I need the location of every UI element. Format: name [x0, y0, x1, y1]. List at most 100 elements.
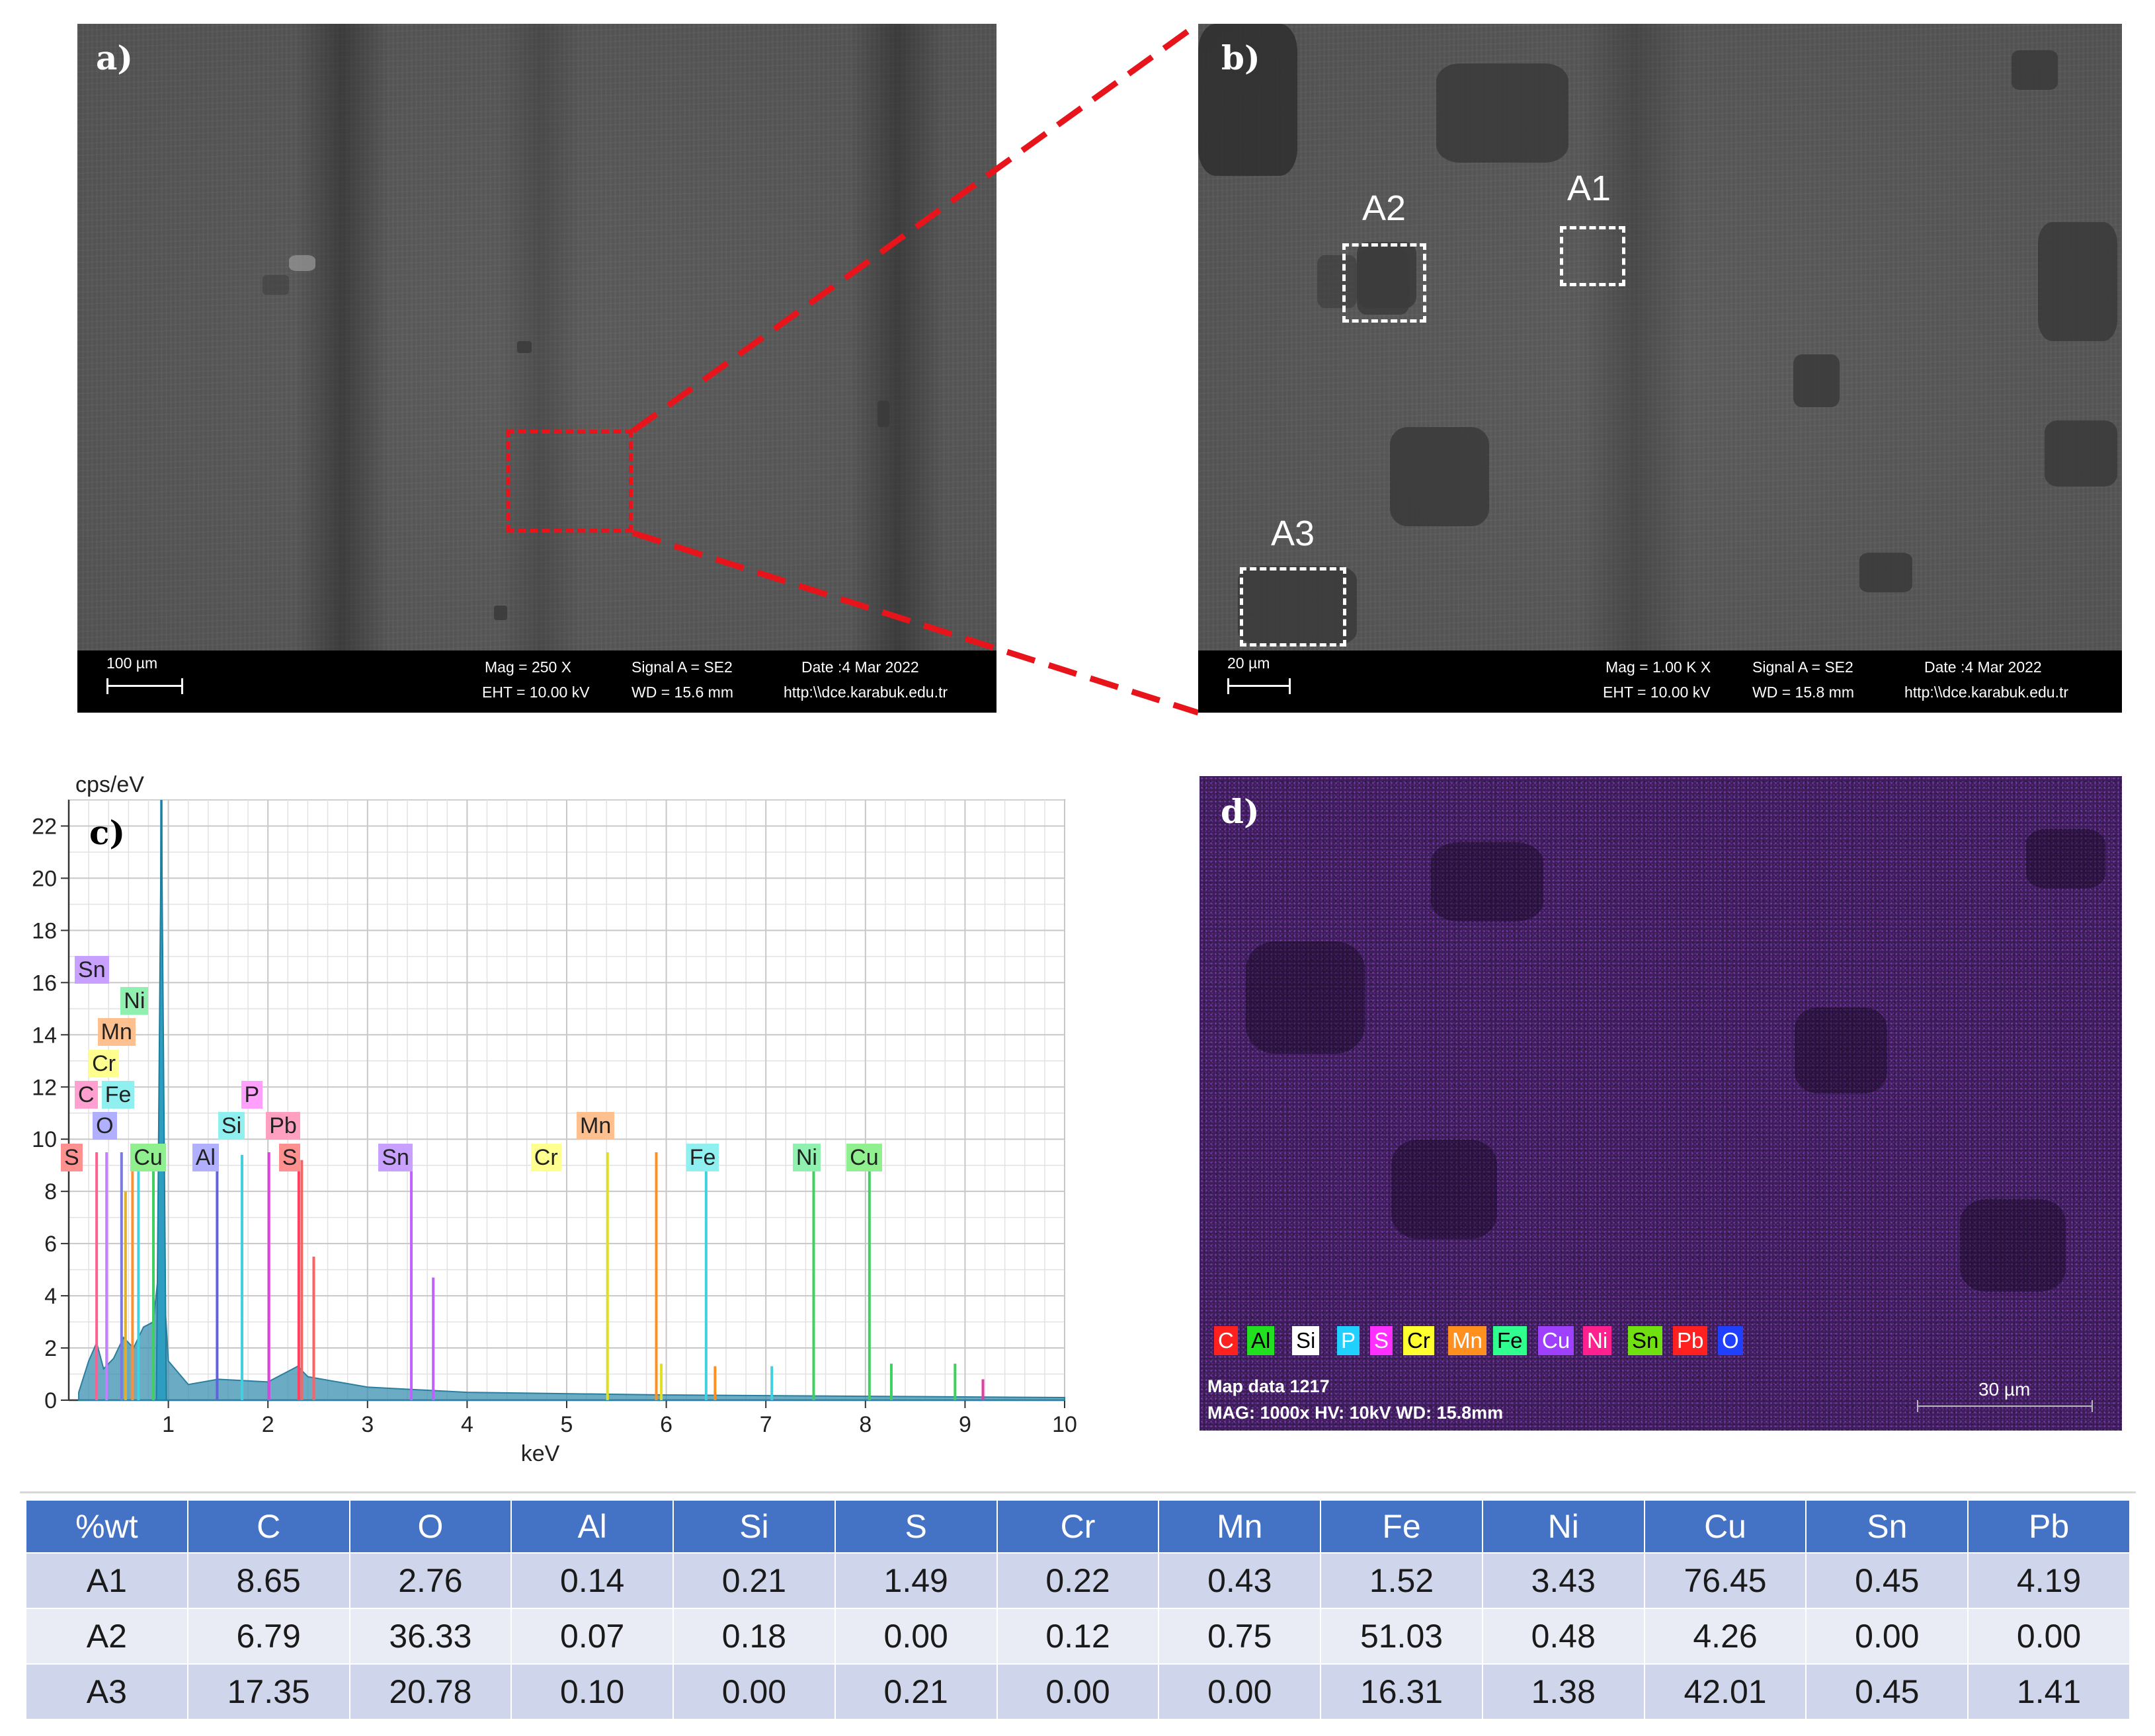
region-label-a1: A1 [1567, 169, 1611, 208]
table-cell: 17.35 [186, 1663, 350, 1720]
x-tick-label: 8 [859, 1412, 872, 1437]
region-label-a2: A2 [1362, 188, 1406, 228]
panel-label-c: c) [89, 813, 126, 852]
x-tick-label: 5 [561, 1412, 573, 1437]
oxide-patch [1793, 354, 1840, 407]
map-info: MAG: 1000x HV: 10kV WD: 15.8mm [1207, 1403, 1504, 1423]
region-box-a3 [1240, 567, 1346, 647]
peak-label-s: S [278, 1143, 301, 1171]
y-tick-label: 0 [44, 1388, 57, 1413]
mag-text: Mag = 1.00 K X [1606, 658, 1711, 676]
y-tick-label: 2 [44, 1336, 57, 1361]
url-text: http:\\dce.karabuk.edu.tr [784, 684, 948, 701]
table-cell: 0.10 [510, 1663, 674, 1720]
peak-label-s: S [60, 1143, 83, 1171]
table-cell: 6.79 [186, 1608, 350, 1665]
table-cell: 1.52 [1320, 1552, 1483, 1609]
legend-item-cr: Cr [1403, 1326, 1434, 1355]
region-box-a2 [1342, 243, 1426, 323]
table-cell: 0.48 [1481, 1608, 1645, 1665]
eds-map-image: d) C Al Si P S Cr Mn Fe Cu Ni Sn Pb O Map data 1217 … [1199, 776, 2122, 1431]
x-tick-label: 7 [760, 1412, 772, 1437]
table-cell: 0.21 [834, 1663, 998, 1720]
map-texture [1199, 776, 2122, 1431]
table-cell: 0.12 [996, 1608, 1160, 1665]
table-cell: A3 [25, 1663, 188, 1720]
table-cell: 1.49 [834, 1552, 998, 1609]
map-dark-region [1795, 1007, 1887, 1093]
peak-label-ni: Ni [120, 986, 149, 1015]
spectrum-continuum [78, 1243, 1065, 1401]
zoom-connector [631, 21, 1200, 716]
x-tick-label: 1 [162, 1412, 175, 1437]
weld-band-left [296, 24, 388, 652]
signal-text: Signal A = SE2 [631, 658, 733, 676]
table-cell: 0.43 [1158, 1552, 1322, 1609]
zoom-region-box [506, 430, 633, 533]
region-label-a3: A3 [1271, 514, 1315, 553]
map-dark-region [1391, 1140, 1497, 1239]
map-name: Map data 1217 [1207, 1376, 1330, 1396]
peak-label-cu: Cu [846, 1143, 882, 1171]
legend-item-p: P [1337, 1326, 1360, 1355]
scale-bar [106, 678, 183, 694]
table-header-10: Cu [1643, 1499, 1807, 1554]
map-dark-region [1246, 941, 1365, 1054]
peak-label-cr: Cr [530, 1143, 561, 1171]
table-cell: 0.22 [996, 1552, 1160, 1609]
scale-bar-text: 100 µm [106, 654, 158, 672]
table-header-9: Ni [1481, 1499, 1645, 1554]
map-dark-region [1431, 842, 1543, 922]
peak-label-fe: Fe [686, 1143, 719, 1171]
panel-label-d: d) [1221, 792, 1260, 831]
table-cell: 0.45 [1805, 1663, 1969, 1720]
table-cell: A1 [25, 1552, 188, 1609]
table-header-3: Al [510, 1499, 674, 1554]
date-text: Date :4 Mar 2022 [801, 658, 919, 676]
table-cell: 51.03 [1320, 1608, 1483, 1665]
table-cell: 0.00 [1967, 1608, 2131, 1665]
date-text: Date :4 Mar 2022 [1924, 658, 2042, 676]
table-cell: 0.00 [1158, 1663, 1322, 1720]
table-header-row: %wt C O Al Si S Cr Mn Fe Ni Cu Sn Pb [25, 1499, 2131, 1554]
peak-label-pb: Pb [266, 1112, 300, 1140]
eht-text: EHT = 10.00 kV [482, 684, 590, 701]
peak-label-al: Al [192, 1143, 219, 1171]
sem-image-a: a) 100 µm Mag = 250 X EHT = 10.00 kV Sig… [77, 24, 996, 713]
map-dark-region [1960, 1199, 2066, 1292]
x-axis-label: keV [521, 1441, 560, 1466]
table-row: A1 8.65 2.76 0.14 0.21 1.49 0.22 0.43 1.52 3.43 76… [25, 1552, 2131, 1609]
oxide-patch [1390, 427, 1489, 526]
y-tick-label: 18 [32, 918, 57, 943]
oxide-patch-a2 [1357, 249, 1410, 315]
table-cell: 42.01 [1643, 1663, 1807, 1720]
surface-pit [877, 401, 889, 427]
table-header-8: Fe [1320, 1499, 1483, 1554]
surface-feature [289, 255, 315, 271]
composition-table: %wt C O Al Si S Cr Mn Fe Ni Cu Sn Pb A1 8.65 2.76 0.14 0… [25, 1499, 2131, 1720]
region-box-a1 [1560, 226, 1625, 286]
weld-band [1582, 24, 1687, 652]
peak-label-cu: Cu [130, 1143, 166, 1171]
connector-line-top [631, 21, 1200, 434]
url-text: http:\\dce.karabuk.edu.tr [1904, 684, 2069, 701]
x-tick-label: 2 [262, 1412, 274, 1437]
table-cell: 1.41 [1967, 1663, 2131, 1720]
peak-label-sn: Sn [378, 1143, 413, 1171]
table-cell: 4.26 [1643, 1608, 1807, 1665]
peak-label-mn: Mn [97, 1018, 136, 1046]
x-tick-label: 9 [959, 1412, 971, 1437]
x-tick-label: 10 [1052, 1412, 1077, 1437]
table-cell: 36.33 [348, 1608, 512, 1665]
y-tick-label: 22 [32, 814, 57, 839]
legend-item-c: C [1214, 1326, 1238, 1355]
connector-line-bottom [631, 530, 1199, 716]
table-cell: 1.38 [1481, 1663, 1645, 1720]
oxide-patch [1198, 24, 1297, 176]
table-top-rule [20, 1491, 2136, 1493]
table-cell: 76.45 [1643, 1552, 1807, 1609]
table-cell: 2.76 [348, 1552, 512, 1609]
legend-item-s: S [1370, 1326, 1393, 1355]
legend-item-sn: Sn [1628, 1326, 1663, 1355]
scale-bar [1227, 678, 1291, 694]
